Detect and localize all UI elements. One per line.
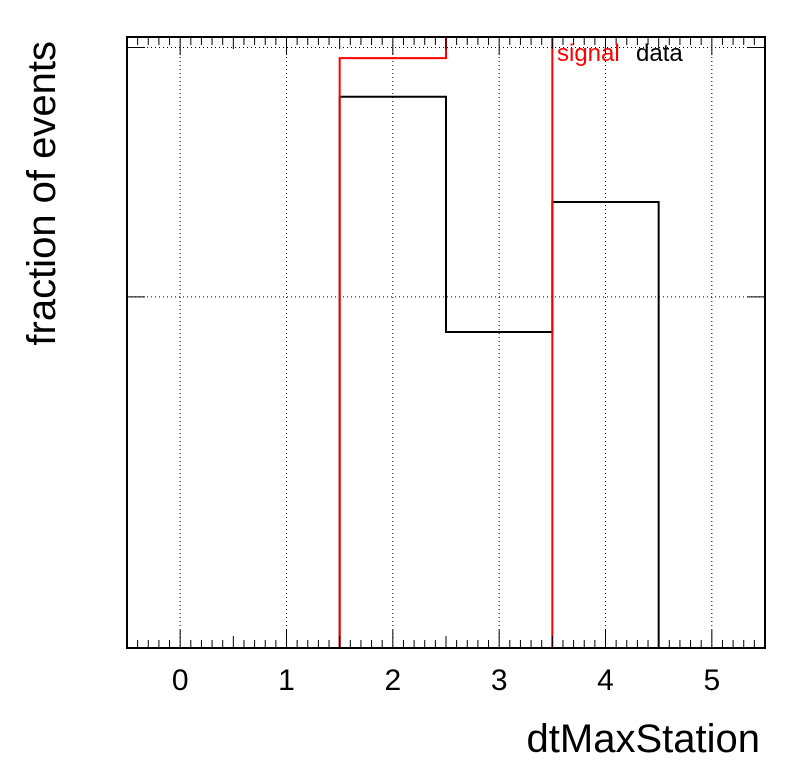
x-tick-label: 0 <box>172 664 189 697</box>
legend-label-data: data <box>636 40 683 67</box>
x-tick-label: 1 <box>278 664 295 697</box>
x-tick-labels: 0 1 2 3 4 5 <box>172 664 720 697</box>
legend-label-signal: signal <box>557 40 620 67</box>
x-axis-title: dtMaxStation <box>527 717 760 761</box>
x-tick-label: 4 <box>597 664 614 697</box>
x-tick-label: 5 <box>703 664 720 697</box>
x-tick-label: 3 <box>491 664 508 697</box>
x-tick-label: 2 <box>384 664 401 697</box>
legend: signal data <box>557 40 683 67</box>
series-layer <box>127 36 765 649</box>
histogram-data <box>127 95 765 649</box>
ticks-layer <box>126 37 766 648</box>
y-axis-title: fraction of events <box>20 41 64 346</box>
